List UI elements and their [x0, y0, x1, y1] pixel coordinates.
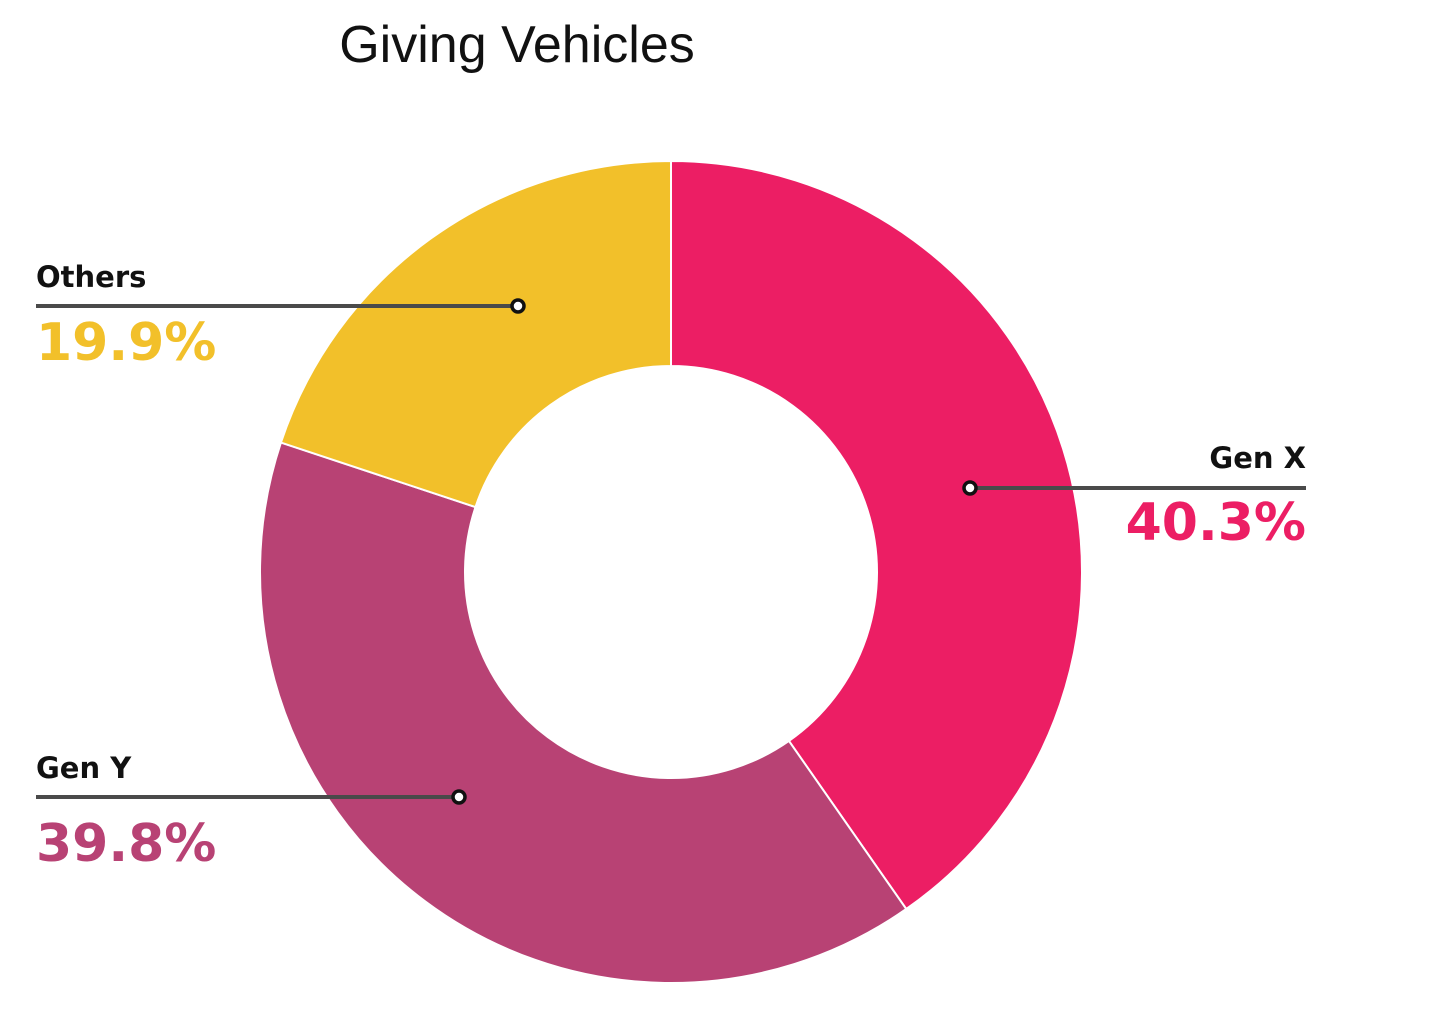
slice-labels: Gen X 40.3% Gen Y 39.8% Others 19.9%	[36, 260, 1306, 874]
slice-gen-y	[259, 441, 908, 984]
value-label-others: 19.9%	[36, 313, 216, 373]
category-label-gen-x: Gen X	[1209, 441, 1306, 475]
value-label-gen-y: 39.8%	[36, 814, 216, 874]
chart-title: Giving Vehicles	[339, 16, 695, 74]
label-group-others: Others 19.9%	[36, 260, 526, 373]
slice-others	[279, 159, 672, 509]
leader-dot-gen-x	[962, 480, 978, 496]
leader-dot-others	[510, 298, 526, 314]
donut-slices	[259, 159, 1083, 984]
label-group-gen-y: Gen Y 39.8%	[36, 751, 467, 874]
label-group-gen-x: Gen X 40.3%	[962, 441, 1306, 553]
value-label-gen-x: 40.3%	[1126, 493, 1306, 553]
category-label-gen-y: Gen Y	[36, 751, 132, 785]
category-label-others: Others	[36, 260, 146, 294]
slice-gen-x	[670, 159, 1083, 911]
leader-dot-gen-y	[451, 789, 467, 805]
